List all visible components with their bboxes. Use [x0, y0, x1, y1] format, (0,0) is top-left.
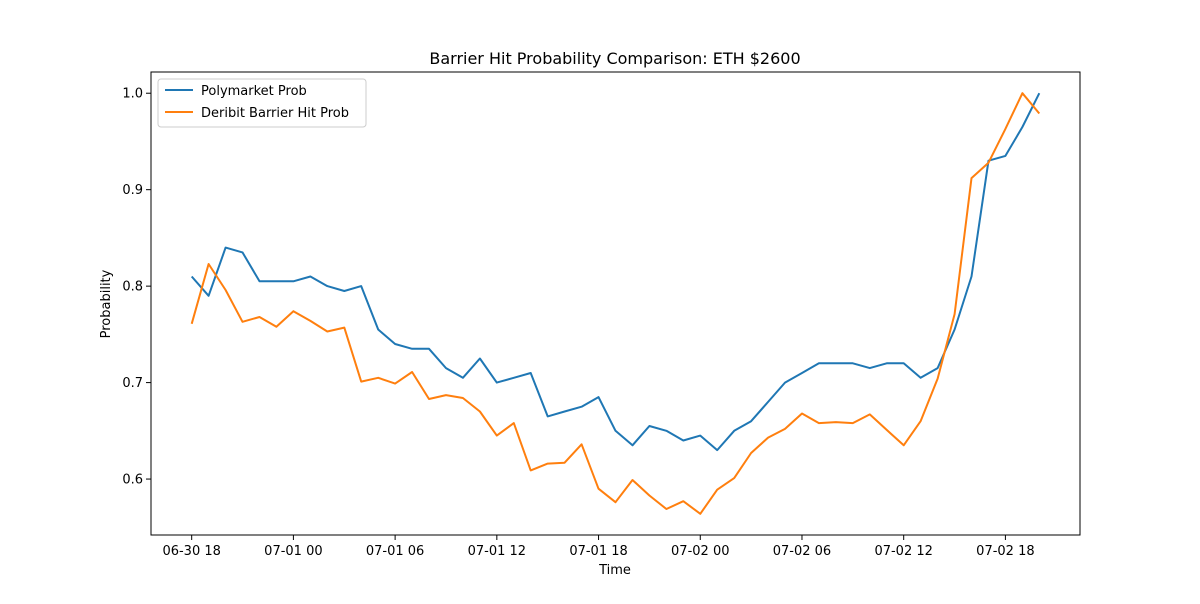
x-tick-label: 07-02 06 [773, 544, 831, 559]
legend-box [157, 78, 367, 128]
x-tick-label: 07-01 06 [366, 544, 424, 559]
y-tick-label: 0.7 [122, 376, 143, 391]
y-tick-label: 0.8 [122, 280, 143, 295]
series-lines [190, 92, 1041, 515]
x-tick-label: 07-02 00 [671, 544, 729, 559]
legend: Polymarket Prob Deribit Barrier Hit Prob [157, 78, 367, 128]
x-tick-label: 07-01 18 [569, 544, 627, 559]
series-line-1 [190, 92, 1041, 515]
x-axis-ticks: 06-30 18 07-01 00 07-01 06 07-01 12 07-01 18… [162, 535, 1035, 559]
chart-title: Barrier Hit Probability Comparison: ETH … [429, 49, 800, 68]
series-line-0 [190, 92, 1041, 452]
legend-label-polymarket: Polymarket Prob [201, 84, 307, 99]
y-tick-label: 0.9 [122, 183, 143, 198]
x-tick-label: 07-02 12 [874, 544, 932, 559]
x-axis-label: Time [598, 563, 631, 578]
y-tick-label: 1.0 [122, 87, 143, 102]
y-tick-label: 0.6 [122, 473, 143, 488]
x-tick-label: 07-01 12 [468, 544, 526, 559]
legend-label-deribit: Deribit Barrier Hit Prob [201, 106, 349, 121]
y-axis-label: Probability [99, 269, 114, 338]
x-tick-label: 06-30 18 [162, 544, 220, 559]
plot-area-frame [150, 71, 1081, 536]
y-axis-ticks: 0.6 0.7 0.8 0.9 1.0 [122, 87, 151, 488]
x-tick-label: 07-01 00 [264, 544, 322, 559]
x-tick-label: 07-02 18 [976, 544, 1034, 559]
